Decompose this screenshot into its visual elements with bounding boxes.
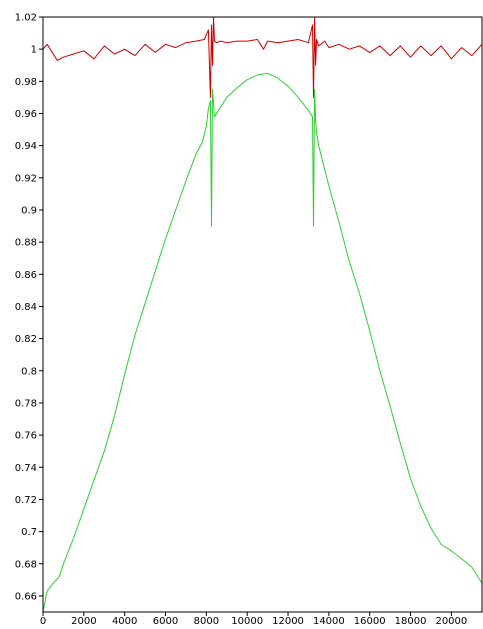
x-tick-label: 12000 — [272, 616, 304, 625]
y-tick-label: 0.72 — [15, 495, 37, 506]
x-tick-label: 8000 — [194, 616, 219, 625]
x-tick-label: 16000 — [354, 616, 386, 625]
x-tick-label: 18000 — [395, 616, 427, 625]
y-tick-label: 0.86 — [15, 270, 37, 281]
y-tick-label: 0.78 — [15, 398, 37, 409]
x-tick-label: 14000 — [313, 616, 345, 625]
series-line-2 — [42, 72, 483, 613]
y-tick-label: 0.74 — [15, 463, 37, 474]
y-tick-label: 0.76 — [15, 431, 37, 442]
y-tick-label: 0.82 — [15, 334, 37, 345]
series-line-1 — [42, 16, 483, 98]
y-tick-label: 0.8 — [21, 366, 37, 377]
series-layer — [42, 16, 483, 613]
x-tick-label: 0 — [40, 616, 46, 625]
y-tick-label: 1 — [31, 45, 37, 56]
y-tick-label: 0.88 — [15, 238, 37, 249]
y-tick-label: 1.02 — [15, 13, 37, 24]
x-tick-label: 4000 — [112, 616, 137, 625]
y-tick-label: 0.68 — [15, 559, 37, 570]
y-tick-label: 0.84 — [15, 302, 37, 313]
y-tick-label: 0.9 — [21, 205, 37, 216]
x-tick-label: 10000 — [231, 616, 263, 625]
y-tick-label: 0.96 — [15, 109, 37, 120]
y-tick-label: 0.7 — [21, 527, 37, 538]
y-axis-ticks: 0.66 0.68 0.7 0.72 0.74 0.76 0.78 0.8 0.82 0.84 0.… — [15, 13, 43, 602]
y-tick-label: 0.66 — [15, 591, 37, 602]
x-tick-label: 20000 — [435, 616, 467, 625]
x-tick-label: 2000 — [71, 616, 96, 625]
y-tick-label: 0.98 — [15, 77, 37, 88]
y-tick-label: 0.94 — [15, 141, 37, 152]
x-axis-ticks: 0 2000 4000 6000 8000 10000 12000 14000 16000 180… — [40, 612, 467, 627]
plot-frame — [42, 16, 483, 613]
x-tick-label: 6000 — [153, 616, 178, 625]
y-tick-label: 0.92 — [15, 173, 37, 184]
